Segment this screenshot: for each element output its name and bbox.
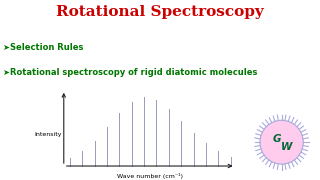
Text: Intensity: Intensity — [34, 132, 61, 137]
Text: G: G — [273, 134, 281, 144]
Text: Wave number (cm⁻¹): Wave number (cm⁻¹) — [117, 173, 183, 179]
Text: W: W — [281, 142, 293, 152]
Text: ➤Selection Rules: ➤Selection Rules — [3, 43, 84, 52]
Text: Rotational Spectroscopy: Rotational Spectroscopy — [56, 5, 264, 19]
Circle shape — [260, 120, 303, 164]
Text: ➤Rotational spectroscopy of rigid diatomic molecules: ➤Rotational spectroscopy of rigid diatom… — [3, 68, 258, 77]
